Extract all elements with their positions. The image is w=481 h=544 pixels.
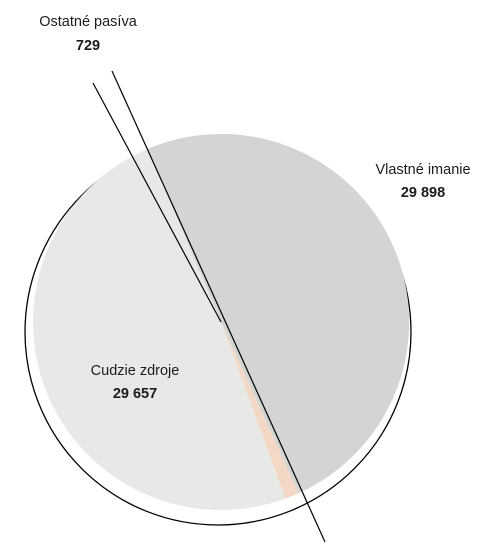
label-vlastne-imanie: Vlastné imanie [375,162,470,178]
value-cudzie-zdroje: 29 657 [113,386,157,402]
pie-slice-ostatn-pas-va [221,322,299,499]
pie-slice-cudzie-zdroje [32,148,286,511]
pie-slices [32,133,410,511]
value-vlastne-imanie: 29 898 [401,185,445,201]
leader-line-left [92,82,222,323]
label-cudzie-zdroje: Cudzie zdroje [91,363,180,379]
label-ostatne-pasiva: Ostatné pasíva [39,14,137,30]
leader-lines [92,70,326,543]
value-ostatne-pasiva: 729 [76,38,100,54]
pie-slice-vlastn-imanie [147,133,410,494]
leader-line-right [111,70,326,543]
